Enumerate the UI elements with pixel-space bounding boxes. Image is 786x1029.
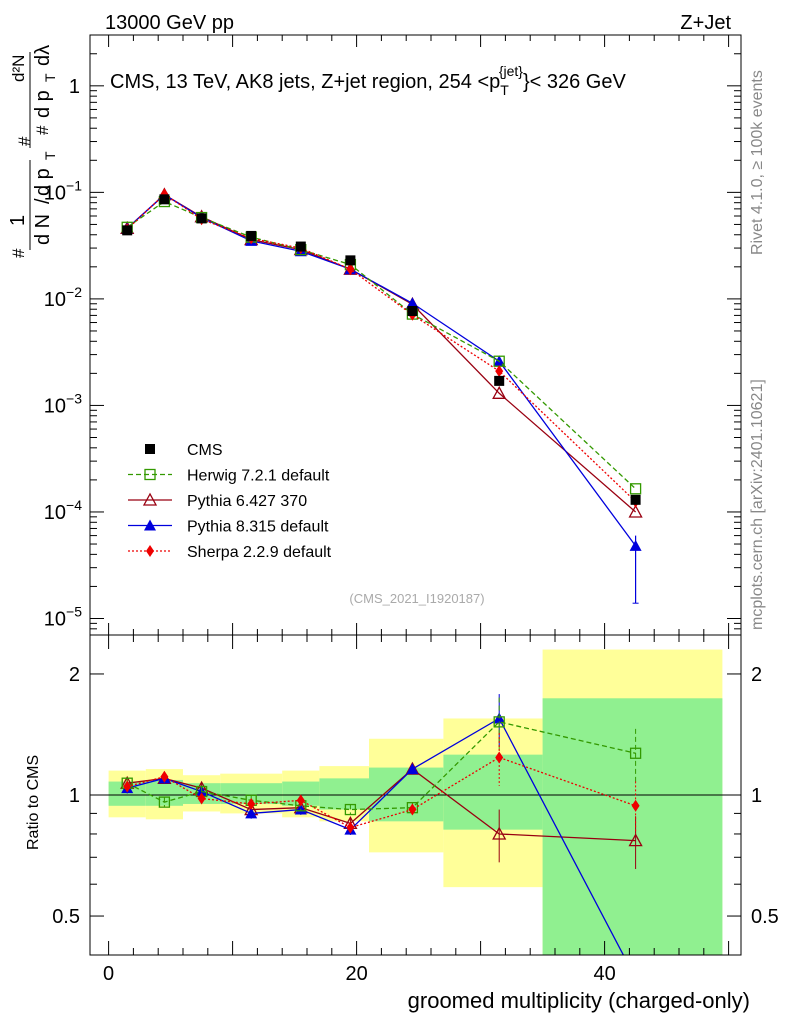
mcplots-label: mcplots.cern.ch [arXiv:2401.10621] bbox=[749, 379, 766, 630]
point-cms-7 bbox=[494, 375, 505, 386]
main-ytick-label: 10−2 bbox=[44, 284, 82, 311]
main-ylabel: # 1 d N / d p T # d²N # d p T dλ bbox=[7, 45, 58, 258]
band-green-7 bbox=[443, 754, 543, 830]
ratio-point-sherpa-5 bbox=[346, 821, 355, 834]
point-cms-6 bbox=[407, 305, 418, 316]
main-ytick-label: 1 bbox=[69, 76, 80, 98]
ylabel-d2N: d²N bbox=[9, 55, 28, 82]
legend-entry-sherpa: Sherpa 2.2.9 default bbox=[128, 544, 332, 561]
rivet-label: Rivet 4.1.0, ≥ 100k events bbox=[749, 70, 766, 255]
band-green-3 bbox=[220, 783, 283, 804]
ratio-point-herwig-8 bbox=[629, 747, 642, 759]
ylabel-sharp2: # bbox=[15, 136, 34, 146]
ylabel-sharp3: # bbox=[33, 125, 52, 135]
ylabel-dp: d p bbox=[32, 168, 54, 196]
ratio-point-herwig-5 bbox=[344, 803, 357, 816]
ratio-point-herwig-7 bbox=[493, 716, 505, 728]
ratio-ytick-label-left: 0.5 bbox=[52, 906, 80, 928]
point-sherpa-5 bbox=[346, 263, 355, 276]
ylabel-sub-T: T bbox=[42, 151, 58, 160]
ratio-ylabel: Ratio to CMS bbox=[25, 755, 42, 850]
legend-marker-pythia6 bbox=[142, 492, 158, 506]
ylabel-one: 1 bbox=[7, 215, 29, 226]
legend-label-sherpa: Sherpa 2.2.9 default bbox=[187, 544, 332, 561]
x-tick-label: 20 bbox=[345, 963, 367, 985]
main-ytick-label: 10−5 bbox=[44, 603, 82, 630]
header-process: Z+Jet bbox=[680, 12, 731, 34]
ratio-point-pythia8-6 bbox=[406, 763, 419, 775]
legend-label-pythia6: Pythia 6.427 370 bbox=[187, 493, 307, 510]
point-cms-1 bbox=[159, 194, 170, 205]
ratio-point-sherpa-2 bbox=[197, 792, 206, 805]
ratio-ytick-label-right: 0.5 bbox=[751, 906, 779, 928]
ratio-point-pythia8-3 bbox=[245, 807, 258, 819]
ratio-series-layer bbox=[120, 694, 643, 955]
point-pythia6-8 bbox=[628, 504, 643, 518]
x-tick-label: 0 bbox=[103, 963, 114, 985]
point-cms-3 bbox=[246, 230, 257, 241]
ratio-point-sherpa-0 bbox=[123, 780, 132, 793]
header-energy: 13000 GeV pp bbox=[105, 12, 234, 34]
point-cms-8 bbox=[630, 494, 641, 505]
x-tick-label: 40 bbox=[593, 963, 615, 985]
legend-label-cms: CMS bbox=[187, 442, 223, 459]
point-pythia8-6 bbox=[406, 297, 419, 309]
main-ticks: 10−5 10−4 10−3 10−2 10−1 1 bbox=[44, 34, 741, 636]
legend-entry-herwig: Herwig 7.2.1 default bbox=[128, 468, 330, 485]
ratio-point-sherpa-8 bbox=[631, 799, 640, 812]
main-panel: 10−5 10−4 10−3 10−2 10−1 1 CMS, 13 TeV, AK8 j… bbox=[44, 34, 742, 636]
ratio-ytick-label-right: 1 bbox=[751, 785, 762, 807]
ratio-point-herwig-1 bbox=[158, 796, 171, 808]
point-cms-5 bbox=[345, 255, 356, 266]
ratio-point-sherpa-6 bbox=[408, 803, 417, 816]
legend-marker-pythia8 bbox=[144, 519, 156, 531]
ylabel-dN: d N bbox=[32, 214, 54, 245]
point-pythia6-7 bbox=[492, 385, 507, 399]
point-cms-2 bbox=[196, 213, 207, 224]
legend-entry-pythia8: Pythia 8.315 default bbox=[128, 519, 329, 536]
ratio-ytick-label-right: 2 bbox=[751, 664, 762, 686]
band-green-8 bbox=[542, 698, 723, 955]
ratio-ytick-label-left: 2 bbox=[69, 664, 80, 686]
legend-entry-cms: CMS bbox=[145, 442, 223, 459]
x-axis-label: groomed multiplicity (charged-only) bbox=[408, 988, 750, 1013]
plot-title: CMS, 13 TeV, AK8 jets, Z+jet region, 254… bbox=[110, 63, 626, 98]
legend-entry-pythia6: Pythia 6.427 370 bbox=[128, 492, 307, 510]
point-sherpa-7 bbox=[495, 365, 504, 378]
legend-label-herwig: Herwig 7.2.1 default bbox=[187, 468, 330, 485]
watermark: (CMS_2021_I1920187) bbox=[349, 591, 484, 606]
ylabel-dp2: d p bbox=[32, 90, 54, 118]
legend-label-pythia8: Pythia 8.315 default bbox=[187, 519, 329, 536]
band-green-6 bbox=[369, 767, 444, 822]
ratio-point-sherpa-3 bbox=[247, 797, 256, 810]
ratio-point-pythia6-8 bbox=[628, 833, 643, 847]
legend: CMS Herwig 7.2.1 default Pythia 6.427 370 P… bbox=[128, 442, 332, 561]
ratio-point-sherpa-1 bbox=[160, 770, 169, 783]
main-ytick-label: 10−1 bbox=[44, 177, 82, 204]
main-ytick-label: 10−3 bbox=[44, 390, 82, 417]
point-cms-0 bbox=[122, 225, 133, 236]
series-line-herwig bbox=[126, 200, 637, 490]
ratio-ytick-label-left: 1 bbox=[69, 785, 80, 807]
legend-marker-herwig bbox=[144, 468, 156, 481]
band-green-5 bbox=[319, 778, 369, 810]
legend-marker-sherpa bbox=[146, 545, 154, 557]
legend-marker-cms bbox=[145, 444, 155, 454]
main-ytick-label: 10−4 bbox=[44, 497, 82, 524]
main-series-layer bbox=[120, 187, 643, 604]
ylabel-dlambda: dλ bbox=[32, 45, 54, 66]
point-herwig-8 bbox=[629, 483, 642, 495]
series-cms bbox=[122, 194, 641, 505]
ylabel-slash: / bbox=[32, 198, 54, 204]
ratio-point-pythia6-7 bbox=[492, 826, 507, 840]
point-cms-4 bbox=[295, 241, 306, 252]
ratio-point-sherpa-7 bbox=[495, 751, 504, 764]
ylabel-numerator-sharp: # bbox=[9, 248, 28, 258]
ratio-ticks: 0.5 0.51 12 20 20 40 bbox=[52, 635, 779, 985]
ratio-point-sherpa-4 bbox=[296, 794, 305, 807]
ylabel-sub-T2: T bbox=[42, 73, 58, 82]
ratio-series-sherpa bbox=[123, 733, 640, 835]
ratio-panel: 0.5 0.51 12 20 20 40 Ratio to CMS groomed mul… bbox=[25, 634, 779, 1013]
